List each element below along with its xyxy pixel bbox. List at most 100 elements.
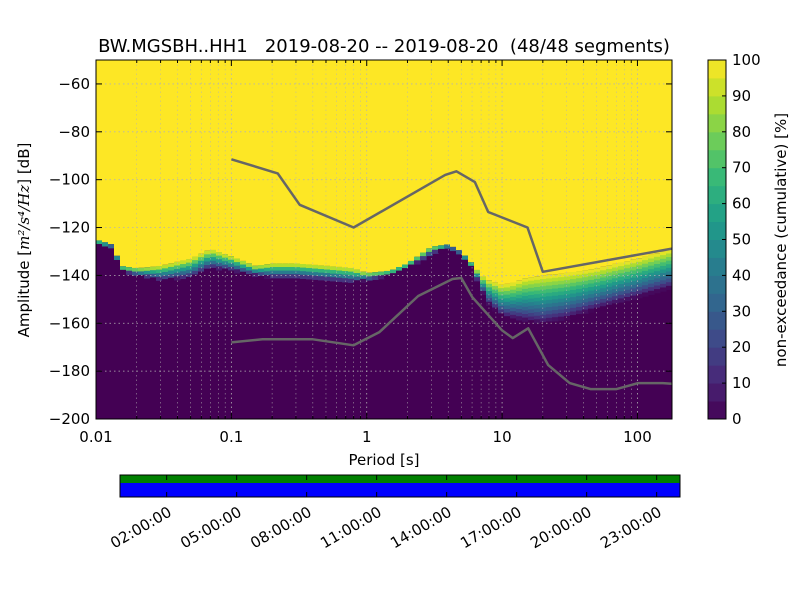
heatmap-cell — [630, 263, 637, 268]
heatmap-cell — [438, 245, 445, 250]
heatmap-cell — [666, 264, 672, 269]
heatmap-cell — [642, 267, 649, 272]
heatmap-cell — [618, 284, 625, 289]
y-tick-label: −60 — [58, 75, 90, 93]
heatmap-cell — [546, 303, 553, 308]
heatmap-cell — [552, 302, 559, 308]
coverage-tick-label: 05:00:00 — [177, 503, 244, 552]
heatmap-cell — [318, 265, 325, 270]
heatmap-cell — [588, 305, 595, 310]
heatmap-cell — [528, 60, 535, 278]
heatmap-cell — [486, 60, 493, 281]
colorbar-segment — [708, 95, 726, 115]
heatmap-cell — [618, 294, 625, 300]
heatmap-cell — [318, 269, 325, 274]
heatmap-cell — [612, 278, 619, 283]
heatmap-cell — [156, 276, 163, 281]
colorbar-segment — [708, 239, 726, 258]
heatmap-cell — [492, 303, 499, 309]
heatmap-cell — [510, 286, 517, 291]
heatmap-cell — [294, 274, 301, 279]
heatmap-cell — [258, 60, 265, 266]
heatmap-cell — [348, 275, 355, 280]
colorbar-segment — [708, 275, 726, 294]
heatmap-cell — [324, 273, 331, 278]
colorbar-segment — [708, 185, 726, 205]
heatmap-cell — [276, 263, 283, 268]
heatmap-cell — [606, 268, 613, 274]
heatmap-cell — [462, 255, 469, 260]
heatmap-cell — [618, 266, 625, 271]
heatmap-cell — [126, 60, 133, 268]
heatmap-cell — [624, 289, 631, 295]
heatmap-cell — [564, 60, 571, 273]
heatmap-cell — [348, 267, 355, 273]
heatmap-cell — [522, 296, 529, 301]
heatmap-cell — [348, 60, 355, 268]
heatmap-cell — [600, 288, 607, 293]
heatmap-cell — [342, 271, 349, 276]
heatmap-cell — [630, 277, 637, 282]
heatmap-cell — [558, 291, 565, 296]
chart-title: BW.MGSBH..HH1 2019-08-20 -- 2019-08-20 (… — [98, 36, 670, 57]
heatmap-cell — [564, 294, 571, 299]
heatmap-cell — [588, 290, 595, 295]
psd-plot-area — [96, 60, 672, 419]
heatmap-cell — [570, 315, 577, 320]
heatmap-cell — [558, 302, 565, 307]
heatmap-cell — [552, 310, 559, 315]
colorbar-tick-label: 20 — [732, 338, 751, 356]
colorbar-segment — [708, 401, 726, 420]
heatmap-cell — [102, 242, 109, 247]
heatmap-cell — [624, 261, 631, 266]
heatmap-cell — [540, 300, 547, 305]
heatmap-cell — [648, 287, 655, 292]
heatmap-cell — [636, 290, 643, 295]
heatmap-cell — [492, 289, 499, 294]
heatmap-cell — [258, 272, 265, 277]
heatmap-cell — [600, 277, 607, 282]
heatmap-cell — [180, 274, 187, 280]
heatmap-cell — [510, 282, 517, 287]
heatmap-cell — [246, 60, 253, 264]
heatmap-cell — [660, 262, 667, 267]
heatmap-cell — [402, 268, 409, 273]
colorbar-tick-label: 80 — [732, 123, 751, 141]
heatmap-cell — [612, 289, 619, 294]
heatmap-cell — [408, 264, 415, 269]
heatmap-cell — [648, 262, 655, 267]
heatmap-cell — [600, 302, 607, 307]
heatmap-cell — [264, 274, 271, 280]
heatmap-cell — [312, 60, 319, 265]
heatmap-cell — [540, 314, 547, 320]
heatmap-cell — [630, 288, 637, 293]
heatmap-cell — [246, 266, 253, 272]
heatmap-cell — [210, 60, 217, 250]
heatmap-cell — [546, 296, 553, 301]
heatmap-cell — [606, 286, 613, 292]
heatmap-cell — [654, 274, 661, 279]
heatmap-cell — [540, 311, 547, 316]
heatmap-cell — [270, 274, 277, 279]
heatmap-cell — [426, 251, 433, 257]
heatmap-cell — [360, 275, 367, 280]
heatmap-cell — [378, 271, 385, 276]
heatmap-cell — [570, 311, 577, 316]
heatmap-cell — [504, 305, 511, 310]
heatmap-cell — [114, 255, 121, 260]
heatmap-cell — [186, 273, 193, 278]
x-tick-label: 0.01 — [79, 428, 112, 446]
heatmap-cell — [588, 279, 595, 285]
heatmap-cell — [540, 307, 547, 312]
coverage-tick-label: 23:00:00 — [597, 503, 664, 552]
noise-models — [231, 158, 672, 391]
heatmap-cell — [654, 60, 661, 254]
heatmap-cell — [108, 60, 115, 245]
heatmap-cell — [576, 278, 583, 283]
colorbar-segment — [708, 347, 726, 366]
heatmap-cell — [648, 254, 655, 260]
heatmap-cell — [498, 291, 505, 296]
heatmap-cell — [486, 280, 493, 285]
heatmap-cell — [162, 271, 169, 277]
